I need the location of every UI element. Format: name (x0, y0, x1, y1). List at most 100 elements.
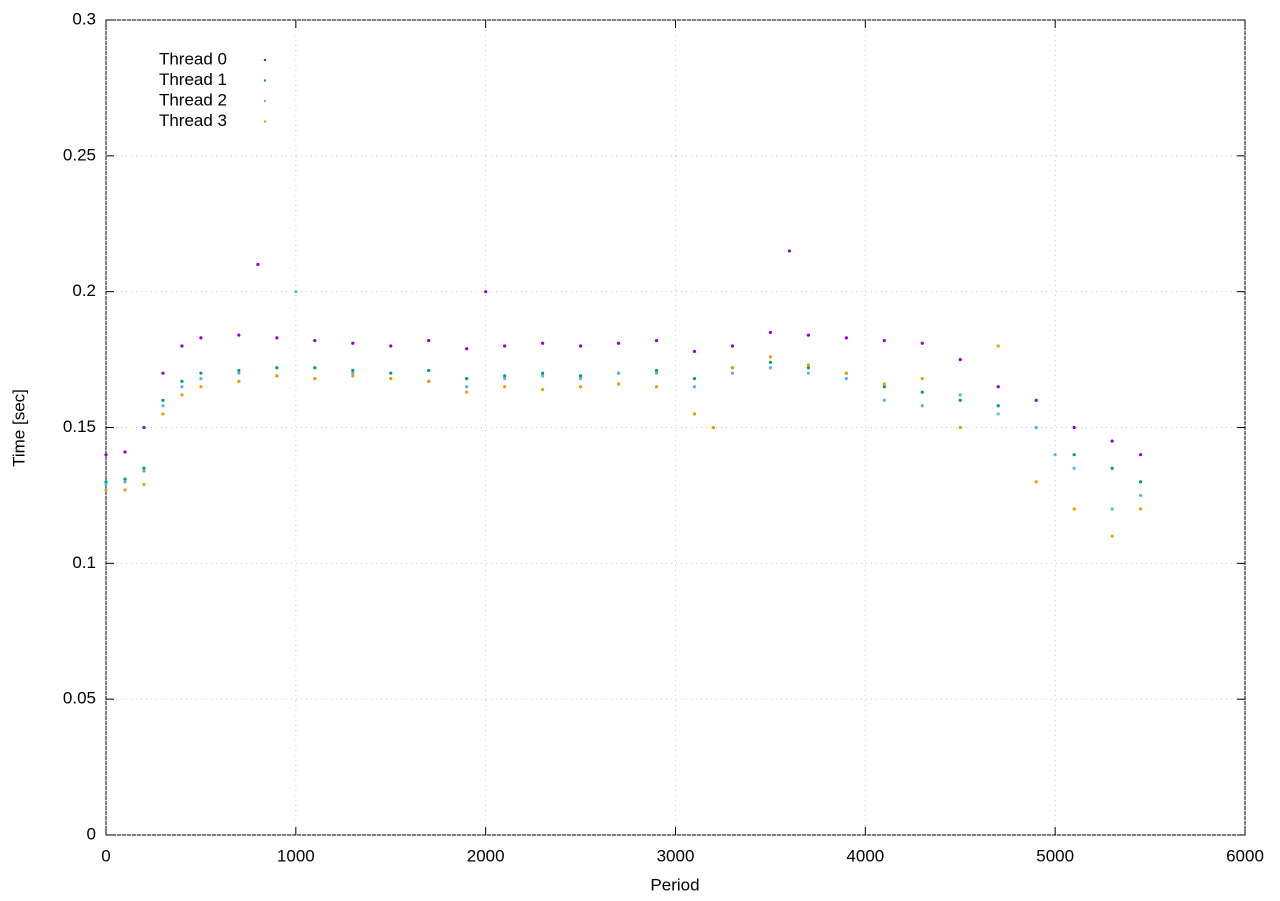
point (578, 385, 583, 389)
x-tick-label: 4000 (846, 846, 884, 865)
point (237, 379, 241, 383)
point (465, 390, 469, 394)
point (427, 379, 431, 383)
point (275, 374, 279, 378)
point (237, 371, 241, 375)
point (123, 480, 127, 484)
point (806, 363, 810, 367)
y-tick-label: 0.05 (63, 689, 96, 708)
y-axis-label: Time [sec] (9, 389, 28, 467)
point (465, 347, 469, 351)
point (180, 393, 184, 397)
point (1072, 507, 1076, 511)
point (199, 385, 203, 389)
point (142, 425, 146, 430)
point (1138, 493, 1143, 498)
point (616, 382, 621, 386)
point (1034, 398, 1038, 402)
point (730, 366, 735, 370)
point (351, 368, 355, 373)
point (578, 377, 583, 381)
point (389, 377, 393, 381)
point (541, 371, 545, 375)
point (768, 366, 773, 370)
point (104, 453, 108, 457)
point (351, 341, 355, 345)
point (237, 333, 241, 337)
point (142, 469, 146, 473)
point (1072, 466, 1076, 470)
point (578, 374, 583, 378)
point (1138, 453, 1143, 457)
legend-label: Thread 1 (159, 70, 227, 89)
point (161, 371, 165, 375)
x-tick-label: 6000 (1226, 846, 1264, 865)
point (920, 390, 924, 394)
point (996, 412, 1000, 416)
point (123, 477, 127, 481)
point (882, 382, 886, 386)
point (351, 371, 355, 375)
point (180, 379, 184, 383)
point (654, 371, 659, 375)
point (199, 377, 203, 381)
point (351, 374, 355, 378)
point (1110, 534, 1114, 538)
point (1110, 507, 1114, 511)
x-tick-label: 2000 (467, 846, 505, 865)
legend-marker (263, 79, 267, 82)
point (541, 387, 545, 392)
point (1110, 466, 1114, 470)
point (180, 344, 184, 348)
point (578, 344, 583, 348)
point (844, 336, 848, 340)
point (389, 344, 393, 348)
point (503, 374, 507, 378)
point (692, 412, 697, 416)
legend-label: Thread 3 (159, 111, 227, 130)
point (104, 488, 108, 492)
point (104, 482, 108, 487)
point (996, 404, 1000, 408)
point (199, 336, 203, 340)
point (161, 398, 165, 402)
point (313, 377, 317, 381)
point (654, 338, 659, 343)
x-tick-label: 0 (101, 846, 110, 865)
point (996, 344, 1000, 348)
point (465, 377, 469, 381)
point (275, 366, 279, 370)
point (484, 290, 488, 294)
point (541, 341, 545, 345)
point (920, 404, 924, 408)
point (806, 366, 810, 370)
point (503, 344, 507, 348)
point (768, 355, 773, 359)
point (161, 412, 165, 416)
point (806, 371, 810, 375)
legend-marker (263, 120, 267, 123)
point (692, 377, 697, 381)
y-tick-label: 0.1 (72, 553, 96, 572)
point (427, 338, 431, 343)
point (313, 338, 317, 343)
point (616, 371, 621, 375)
point (1072, 453, 1076, 457)
legend-marker (263, 99, 267, 103)
point (256, 262, 260, 267)
point (503, 377, 507, 381)
point (844, 377, 848, 381)
point (275, 336, 279, 340)
point (730, 371, 735, 375)
point (294, 290, 298, 294)
x-axis-label: Period (650, 875, 699, 894)
point (180, 385, 184, 389)
point (996, 385, 1000, 389)
point (1072, 425, 1076, 430)
point (654, 385, 659, 389)
point (958, 425, 962, 430)
point (844, 371, 848, 375)
legend-label: Thread 2 (159, 90, 227, 109)
x-tick-label: 3000 (657, 846, 695, 865)
point (768, 360, 773, 364)
